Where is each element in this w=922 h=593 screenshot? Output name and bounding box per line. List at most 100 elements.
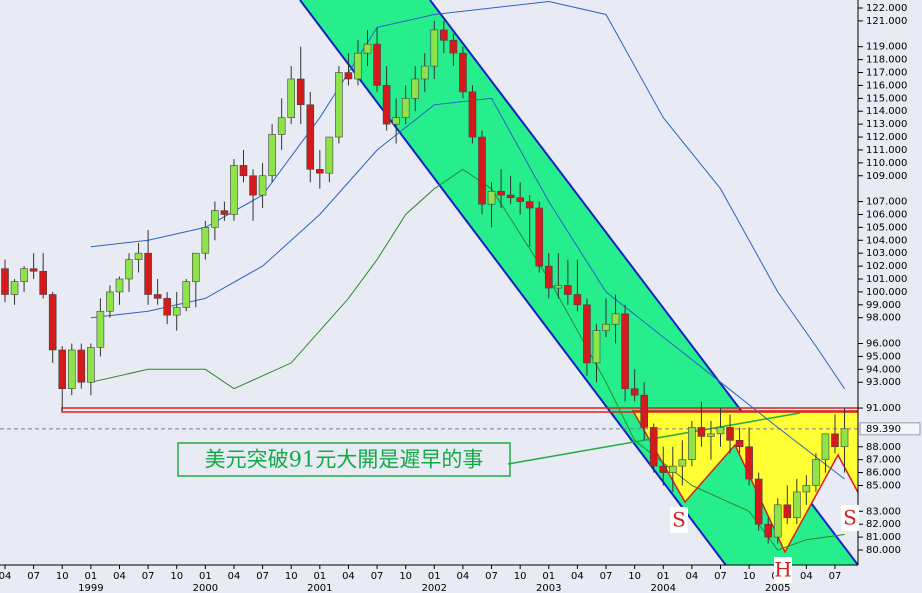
candle-body — [239, 165, 248, 177]
x-tick-label: 04 — [571, 571, 584, 582]
y-tick-label: 83.000 — [866, 506, 901, 517]
y-tick-label: 115.000 — [866, 93, 907, 104]
candle-body — [58, 349, 67, 389]
y-tick-label: 114.000 — [866, 106, 907, 117]
candle-body — [401, 98, 410, 118]
y-tick-label: 104.000 — [866, 235, 907, 246]
year-label: 2005 — [765, 583, 790, 593]
x-tick-label: 04 — [457, 571, 470, 582]
x-tick-label: 07 — [485, 571, 498, 582]
candle-body — [134, 252, 143, 260]
candle-body — [420, 65, 429, 80]
x-tick-label: 01 — [84, 571, 97, 582]
candle-body — [48, 294, 57, 351]
candle-body — [459, 52, 467, 93]
candle-body — [20, 268, 28, 282]
year-label: 2001 — [307, 583, 332, 593]
candle-body — [10, 281, 19, 295]
y-tick-label: 81.000 — [866, 532, 901, 543]
candle-body — [602, 323, 610, 331]
x-tick-label: 01 — [657, 571, 670, 582]
overlay-line — [90, 168, 845, 551]
candle-body — [354, 52, 362, 80]
candle-body — [344, 72, 353, 80]
candle-body — [125, 259, 133, 280]
candle-body — [335, 72, 343, 138]
candle-body — [316, 169, 324, 174]
annotation: 美元突破91元大開是遲早的事 — [205, 448, 484, 472]
x-tick-label: 07 — [829, 571, 842, 582]
y-tick-label: 106.000 — [866, 209, 907, 220]
candle-body — [77, 349, 86, 383]
x-tick-label: 04 — [686, 571, 699, 582]
candle-body — [468, 91, 477, 138]
overlay-line — [90, 97, 845, 480]
year-label: 2004 — [651, 583, 676, 593]
y-tick-label: 122.000 — [866, 3, 907, 14]
candle-body — [373, 43, 381, 86]
candle-body — [754, 478, 763, 525]
candle-body — [39, 270, 47, 295]
candle-body — [649, 427, 658, 467]
candle-body — [640, 394, 648, 428]
y-tick-label: 110.000 — [866, 158, 907, 169]
candle-body — [812, 459, 820, 486]
x-tick-label: 04 — [800, 571, 813, 582]
y-tick-label: 91.000 — [866, 403, 901, 414]
candle-body — [506, 194, 515, 199]
x-tick-label: 07 — [371, 571, 384, 582]
x-tick-label: 01 — [542, 571, 555, 582]
x-tick-label: 10 — [285, 571, 298, 582]
x-tick-label: 07 — [256, 571, 269, 582]
candle-body — [382, 85, 391, 125]
y-tick-label: 111.000 — [866, 145, 907, 156]
candle-body — [182, 281, 191, 308]
candle-body — [87, 347, 95, 383]
candle-body — [67, 349, 76, 389]
year-label: 2003 — [536, 583, 561, 593]
x-tick-label: 01 — [428, 571, 441, 582]
candle-body — [735, 440, 744, 448]
x-tick-label: 10 — [514, 571, 527, 582]
y-tick-label: 117.000 — [866, 68, 907, 79]
x-tick-label: 04 — [0, 571, 11, 582]
candle-body — [287, 78, 296, 118]
y-tick-label: 112.000 — [866, 132, 907, 143]
x-tick-label: 10 — [743, 571, 756, 582]
candle-body — [583, 304, 591, 364]
candle-body — [268, 134, 276, 177]
x-tick-label: 01 — [199, 571, 212, 582]
candle-body — [249, 175, 257, 196]
x-tick-label: 10 — [628, 571, 641, 582]
x-tick-label: 04 — [113, 571, 126, 582]
candle-body — [363, 43, 372, 54]
y-tick-label: 80.000 — [866, 545, 901, 556]
candle-body — [621, 313, 629, 389]
y-tick-label: 96.000 — [866, 339, 901, 350]
candle-body — [659, 465, 668, 473]
y-tick-label: 93.000 — [866, 377, 901, 388]
pattern-label: S — [672, 508, 686, 532]
candle-body — [29, 268, 38, 272]
y-tick-label: 116.000 — [866, 80, 907, 91]
candle-body — [726, 427, 734, 441]
x-tick-label: 04 — [228, 571, 241, 582]
candle-body — [745, 446, 753, 480]
candle-body — [220, 210, 229, 215]
axes: 122.000 121.000 119.000 118.000 117.000116.0… — [0, 3, 921, 593]
candle-body — [668, 465, 677, 473]
y-tick-label: 121.000 — [866, 16, 907, 27]
y-tick-label: 107.000 — [866, 197, 907, 208]
candle-body — [821, 433, 830, 460]
year-label: 2002 — [422, 583, 447, 593]
candle-body — [773, 504, 782, 538]
label-box — [774, 557, 792, 583]
y-tick-label: 99.000 — [866, 300, 901, 311]
candle-body — [516, 197, 524, 202]
candle-body — [106, 291, 114, 312]
pattern-label: S — [843, 506, 857, 530]
y-tick-label: 88.000 — [866, 442, 901, 453]
y-tick-label: 113.000 — [866, 119, 907, 130]
candle-body — [392, 117, 400, 125]
